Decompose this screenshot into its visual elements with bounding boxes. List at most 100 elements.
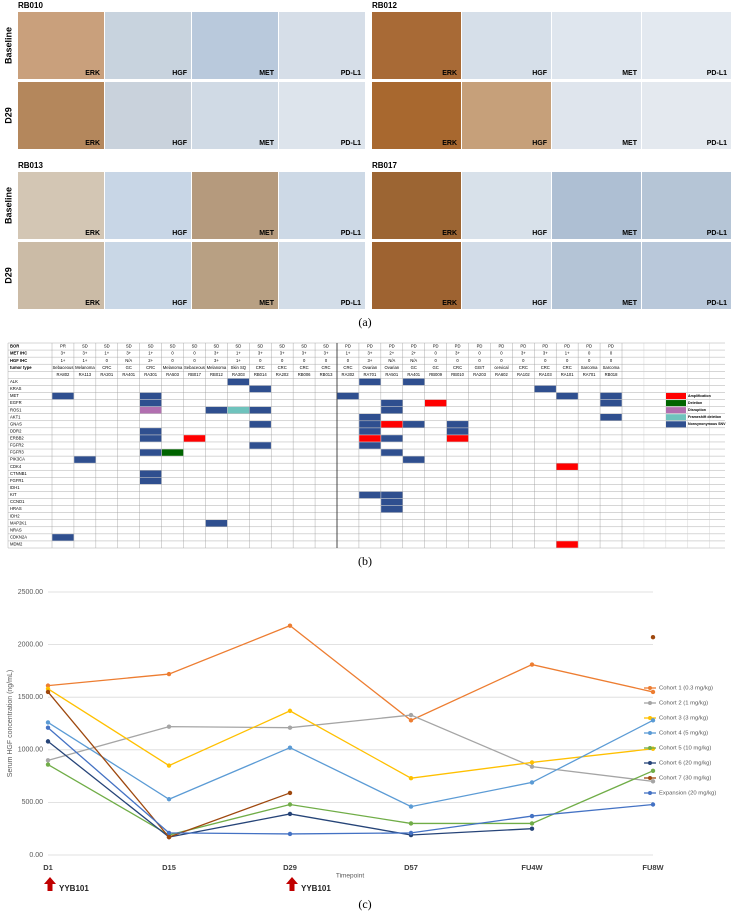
series-line [47,714,654,783]
ihc-image [18,172,104,239]
alteration-cell [52,534,74,541]
patient-id: RB006 [298,372,311,377]
cell-text: PD [477,344,483,349]
cell-text: CRC [102,365,111,370]
alteration-cell [600,392,622,400]
cell-text: Melanoma [207,365,227,370]
cell-text: Sebaceous [184,365,205,370]
annotation: YYB101 [301,884,331,893]
data-point [408,718,414,723]
stain-label: PD-L1 [341,140,361,147]
legend-label: Cohort 7 (30 mg/kg) [659,776,711,782]
row-label: D29 [3,107,13,124]
cell-text: 3+ [61,351,66,356]
ihc-image [642,82,731,149]
cell-text: CRC [343,365,352,370]
ihc-image [105,12,191,79]
patient-id: RA203 [473,372,486,377]
legend-marker [648,761,652,765]
data-point [166,724,172,729]
cell-text: SD [279,344,285,349]
cell-text: 1+ [82,358,87,363]
cell-text: 0 [522,358,525,363]
alteration-cell [381,498,403,506]
ihc-image [105,172,191,239]
gene-label: AKT1 [10,414,21,419]
cell-text: 3+ [302,351,307,356]
patient-id: RA101 [561,372,574,377]
patient-id: RA602 [495,372,508,377]
alteration-cell [249,442,271,449]
row-label: Baseline [3,187,13,224]
cell-text: Sebaceous [52,365,73,370]
data-point [650,779,656,784]
stain-label: MET [259,140,275,147]
cell-text: 3+ [126,351,131,356]
cell-text: PD [499,344,505,349]
cell-text: 3+ [82,351,87,356]
patient-id: RB010 [451,372,464,377]
cell-text: SD [104,344,110,349]
stain-label: MET [622,300,638,307]
cell-text: PD [367,344,373,349]
cell-text: 0 [500,351,503,356]
alteration-cell [249,385,271,393]
cell-text: 0 [106,358,109,363]
ihc-image [18,12,104,79]
cell-text: SD [192,344,198,349]
alteration-cell [249,421,271,428]
gene-label: PIK3CA [10,457,25,462]
data-point [529,760,535,765]
row-label: tumor type [10,365,32,370]
cell-text: 0 [456,358,459,363]
stain-label: PD-L1 [341,230,361,237]
cell-text: 3+ [521,351,526,356]
cell-text: 0 [478,358,481,363]
caption: (a) [358,315,371,329]
y-axis-label: Serum HGF concentration (ng/mL) [7,670,14,777]
legend-swatch [666,414,686,421]
ihc-image [372,12,461,79]
legend-label: Disruption [688,408,706,412]
patient-id: RB009 [429,372,442,377]
x-tick-label: FU8W [642,863,664,872]
data-point [650,689,656,695]
gene-label: FGFR1 [10,478,24,483]
legend-label: Nonsynonymous SNV [688,422,726,426]
cell-text: CRC [519,365,528,370]
ihc-image [552,12,641,79]
alteration-cell [556,463,578,470]
cell-text: N/A [125,358,132,363]
row-label: MET IHC [10,351,27,356]
data-point [408,830,414,836]
cell-text: PD [455,344,461,349]
legend-label: Amplification [688,394,711,398]
data-point [287,831,293,837]
cell-text: CRC [146,365,155,370]
gene-label: IDH1 [10,485,20,490]
cell-text: SD [301,344,307,349]
stain-label: MET [259,230,275,237]
alteration-cell [403,421,425,428]
ihc-image [552,172,641,239]
alteration-cell [359,491,381,499]
legend-marker [648,731,652,735]
y-tick-label: 0.00 [29,852,43,859]
alteration-cell [139,477,162,485]
data-point [166,797,172,802]
cell-text: 3+ [367,358,372,363]
cell-text: 3+ [324,351,329,356]
cell-text: SD [257,344,263,349]
data-point [287,802,293,807]
data-point [166,834,172,840]
data-point [650,635,656,640]
cell-text: SD [323,344,329,349]
patient-id: RB012 [210,372,223,377]
alteration-cell [161,449,184,456]
data-point [529,821,535,826]
x-tick-label: D15 [162,863,176,872]
cell-text: CRC [300,365,309,370]
cell-text: 1+ [346,351,351,356]
data-point [287,790,293,796]
